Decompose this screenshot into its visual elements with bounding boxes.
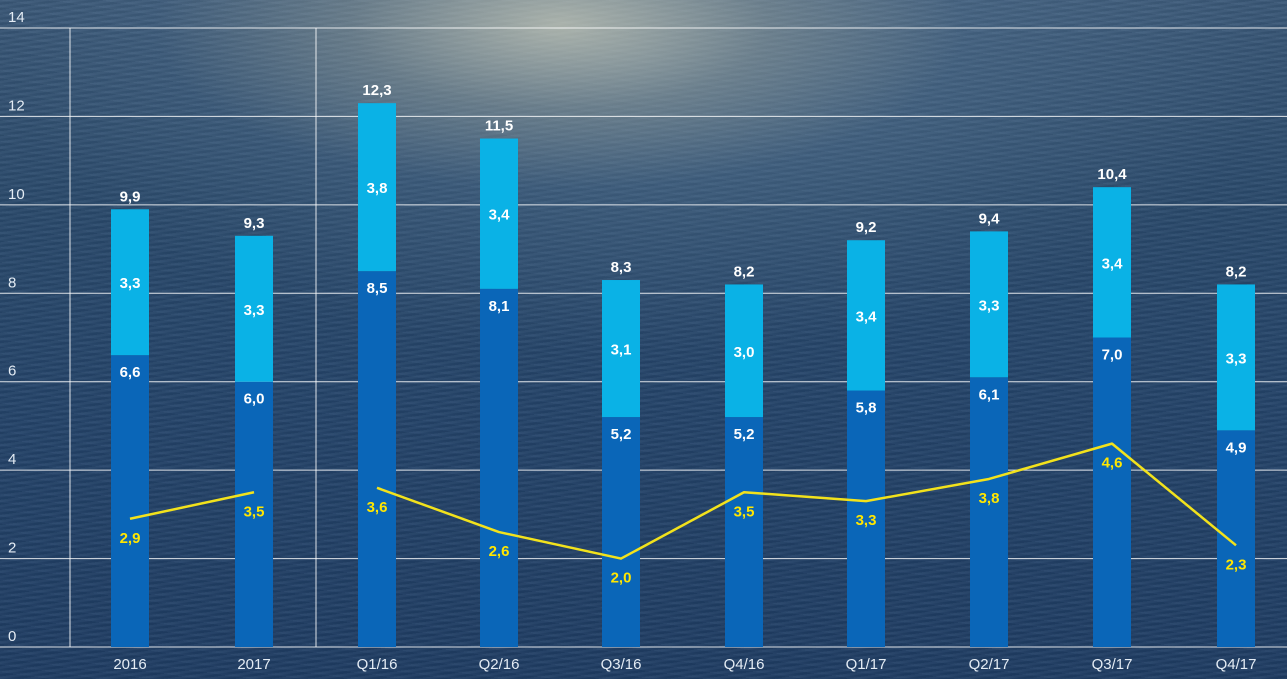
- line-value-label: 2,3: [1226, 556, 1247, 573]
- line-segment: [376, 442, 1237, 560]
- lower-segment-label: 6,0: [244, 391, 265, 408]
- x-category-label: Q4/16: [724, 656, 765, 673]
- bar-upper-segment: [970, 231, 1008, 378]
- line-value-label: 3,6: [367, 499, 388, 516]
- lower-segment-label: 5,2: [734, 426, 755, 443]
- bar-upper-segment: [1093, 187, 1131, 338]
- x-category-label: Q1/17: [846, 656, 887, 673]
- bar-total-label: 11,5: [485, 118, 513, 135]
- x-category-label: 2017: [237, 656, 270, 673]
- bar-lower-segment: [847, 390, 885, 647]
- lower-segment-label: 6,1: [979, 386, 1000, 403]
- bar-lower-segment: [725, 417, 763, 647]
- line-value-label: 2,0: [611, 570, 632, 587]
- y-tick-label: 14: [8, 9, 25, 26]
- bar-total-label: 9,4: [979, 210, 1001, 227]
- x-category-label: Q4/17: [1216, 656, 1257, 673]
- lower-segment-label: 8,5: [367, 280, 388, 297]
- bar-lower-segment: [480, 288, 518, 647]
- x-category-label: Q1/16: [357, 656, 398, 673]
- y-tick-label: 4: [8, 451, 16, 468]
- bar-lower-segment: [235, 381, 273, 647]
- lower-segment-label: 4,9: [1226, 439, 1247, 456]
- bar-total-label: 8,2: [734, 263, 755, 280]
- y-tick-label: 6: [8, 363, 16, 380]
- line-series: [129, 442, 1237, 560]
- bar-lower-segment: [111, 355, 149, 647]
- line-value-label: 3,8: [979, 490, 1000, 507]
- upper-segment-label: 3,1: [611, 342, 632, 359]
- bar-upper-segment: [235, 235, 273, 382]
- upper-segment-label: 3,4: [489, 207, 511, 224]
- bar-total-label: 9,9: [120, 188, 141, 205]
- line-segment: [129, 491, 255, 521]
- upper-segment-label: 3,3: [1226, 350, 1247, 367]
- bar-upper-segment: [725, 284, 763, 418]
- lower-segment-label: 6,6: [120, 364, 141, 381]
- y-tick-label: 8: [8, 274, 16, 291]
- y-tick-label: 2: [8, 540, 16, 557]
- bar-total-label: 9,2: [856, 219, 877, 236]
- bar-total-label: 10,4: [1097, 166, 1127, 183]
- bar-total-label: 8,3: [611, 259, 632, 276]
- bar-lower-segment: [1217, 430, 1255, 647]
- data-labels: 9,9 3,3 6,6 9,3 3,3 6,0 12,3 3,8 8,5 11,5 3,4 8,1 8,…: [120, 82, 1247, 586]
- bar-upper-segment: [847, 240, 885, 391]
- bar-lower-segment: [602, 417, 640, 647]
- lower-segment-label: 8,1: [489, 298, 510, 315]
- upper-segment-label: 3,3: [979, 297, 1000, 314]
- y-tick-label: 0: [8, 628, 16, 645]
- upper-segment-label: 3,4: [1102, 255, 1124, 272]
- line-value-label: 3,3: [856, 512, 877, 529]
- upper-segment-label: 3,8: [367, 180, 388, 197]
- x-category-label: Q3/16: [601, 656, 642, 673]
- lower-segment-label: 5,8: [856, 400, 877, 417]
- line-value-label: 3,5: [244, 503, 265, 520]
- gridlines: [0, 27, 1287, 648]
- x-category-label: Q2/16: [479, 656, 520, 673]
- lower-segment-label: 7,0: [1102, 347, 1123, 364]
- upper-segment-label: 3,3: [120, 275, 141, 292]
- x-category-label: Q3/17: [1092, 656, 1133, 673]
- line-value-label: 2,9: [120, 530, 141, 547]
- line-value-label: 4,6: [1102, 455, 1123, 472]
- bar-upper-segment: [602, 280, 640, 418]
- bar-total-label: 12,3: [362, 82, 391, 99]
- bar-upper-segment: [480, 138, 518, 289]
- upper-segment-label: 3,4: [856, 308, 878, 325]
- bar-upper-segment: [111, 209, 149, 356]
- bar-total-label: 9,3: [244, 215, 265, 232]
- lower-segment-label: 5,2: [611, 426, 632, 443]
- bar-total-label: 8,2: [1226, 263, 1247, 280]
- bar-lower-segment: [1093, 337, 1131, 647]
- x-category-label: 2016: [113, 656, 146, 673]
- y-axis-ticks: 0 2 4 6 8 10 12 14: [8, 9, 25, 645]
- bar-lower-segment: [358, 271, 396, 647]
- line-value-label: 2,6: [489, 543, 510, 560]
- x-category-label: Q2/17: [969, 656, 1010, 673]
- bar-upper-segment: [358, 103, 396, 272]
- upper-segment-label: 3,3: [244, 302, 265, 319]
- x-axis-labels: 2016 2017 Q1/16 Q2/16 Q3/16 Q4/16 Q1/17 Q2/17 Q3…: [113, 656, 1256, 673]
- line-value-label: 3,5: [734, 503, 755, 520]
- bar-lower-segment: [970, 377, 1008, 647]
- y-tick-label: 12: [8, 97, 25, 114]
- bar-upper-segment: [1217, 284, 1255, 431]
- y-tick-label: 10: [8, 186, 25, 203]
- bars: [111, 103, 1255, 647]
- upper-segment-label: 3,0: [734, 344, 755, 361]
